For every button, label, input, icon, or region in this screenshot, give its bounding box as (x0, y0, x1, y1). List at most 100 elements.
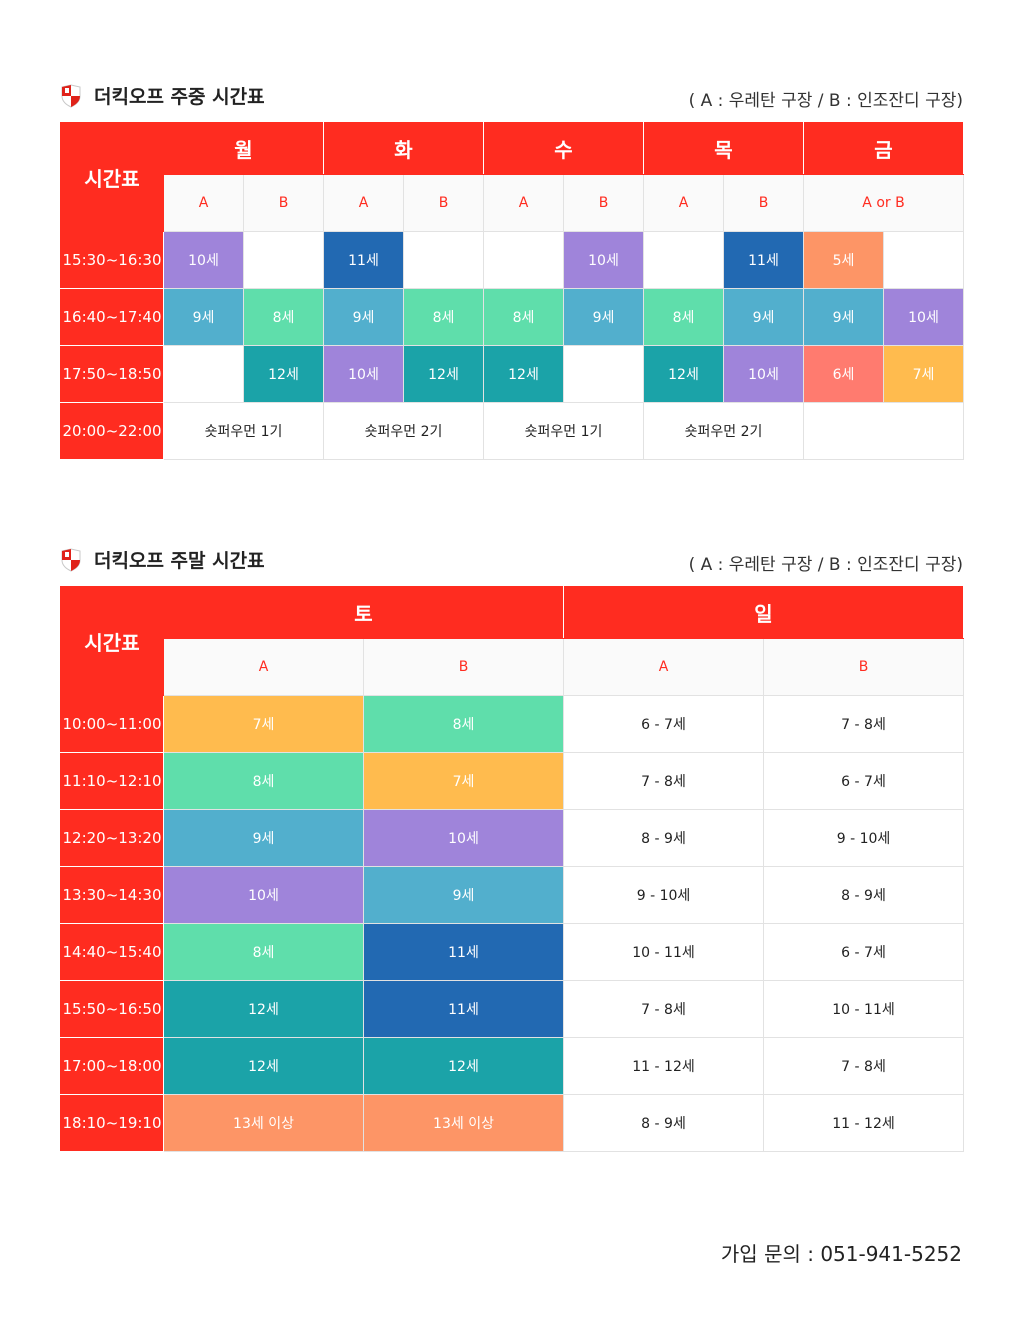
time-slot: 13:30~14:30 (60, 866, 164, 924)
class-cell: 11세 (363, 980, 564, 1038)
weekend-timetable: 시간표 토 일 A B A B 10:00~11:00 7세 8세 6 - 7세… (60, 586, 964, 1152)
field-sub-header: B (563, 174, 644, 232)
empty-cell (883, 231, 964, 289)
class-cell: 7세 (163, 695, 364, 753)
weekend-title-text: 더킥오프 주말 시간표 (94, 550, 265, 572)
time-slot: 15:50~16:50 (60, 980, 164, 1038)
time-slot: 17:50~18:50 (60, 345, 164, 403)
class-cell: 11 - 12세 (763, 1094, 964, 1152)
table-row: 17:50~18:50 12세 10세 12세 12세 12세 10세 6세 7… (60, 345, 964, 403)
day-header-sun: 일 (563, 586, 964, 639)
class-cell: 10 - 11세 (563, 923, 764, 981)
class-cell: 7세 (363, 752, 564, 810)
table-row: 13:30~14:30 10세 9세 9 - 10세 8 - 9세 (60, 866, 964, 924)
class-cell: 8세 (403, 288, 484, 346)
class-cell: 8세 (163, 923, 364, 981)
class-cell: 9세 (363, 866, 564, 924)
corner-header: 시간표 (60, 586, 164, 696)
class-cell: 9세 (163, 809, 364, 867)
class-cell: 7 - 8세 (563, 752, 764, 810)
day-header-mon: 월 (163, 122, 324, 175)
program-cell: 숏퍼우먼 1기 (483, 402, 644, 460)
class-cell: 9 - 10세 (763, 809, 964, 867)
class-cell: 10세 (363, 809, 564, 867)
table-row: 11:10~12:10 8세 7세 7 - 8세 6 - 7세 (60, 752, 964, 810)
time-slot: 11:10~12:10 (60, 752, 164, 810)
class-cell: 5세 (803, 231, 884, 289)
class-cell: 9세 (563, 288, 644, 346)
program-cell: 숏퍼우먼 1기 (163, 402, 324, 460)
class-cell: 8세 (163, 752, 364, 810)
class-cell: 6 - 7세 (763, 923, 964, 981)
class-cell: 8세 (483, 288, 564, 346)
class-cell: 10 - 11세 (763, 980, 964, 1038)
empty-cell (163, 345, 244, 403)
day-header-thu: 목 (643, 122, 804, 175)
field-sub-header: A (163, 638, 364, 696)
class-cell: 8 - 9세 (763, 866, 964, 924)
table-row: 15:30~16:30 10세 11세 10세 11세 5세 (60, 231, 964, 289)
time-slot: 20:00~22:00 (60, 402, 164, 460)
weekday-title-text: 더킥오프 주중 시간표 (94, 86, 265, 108)
empty-cell (643, 231, 724, 289)
class-cell: 11 - 12세 (563, 1037, 764, 1095)
shield-icon (60, 547, 82, 572)
table-row: 10:00~11:00 7세 8세 6 - 7세 7 - 8세 (60, 695, 964, 753)
class-cell: 9세 (723, 288, 804, 346)
field-sub-header: A (323, 174, 404, 232)
table-row: 12:20~13:20 9세 10세 8 - 9세 9 - 10세 (60, 809, 964, 867)
weekday-section-header: 더킥오프 주중 시간표 ( A : 우레탄 구장 / B : 인조잔디 구장) (60, 82, 963, 112)
class-cell: 10세 (323, 345, 404, 403)
table-row: 16:40~17:40 9세 8세 9세 8세 8세 9세 8세 9세 9세 1… (60, 288, 964, 346)
time-slot: 15:30~16:30 (60, 231, 164, 289)
program-cell: 숏퍼우먼 2기 (323, 402, 484, 460)
class-cell: 12세 (243, 345, 324, 403)
class-cell: 6 - 7세 (763, 752, 964, 810)
field-sub-header: A or B (803, 174, 964, 232)
time-slot: 17:00~18:00 (60, 1037, 164, 1095)
empty-cell (563, 345, 644, 403)
class-cell: 10세 (723, 345, 804, 403)
field-sub-header: B (763, 638, 964, 696)
class-cell: 7세 (883, 345, 964, 403)
class-cell: 8세 (643, 288, 724, 346)
class-cell: 12세 (363, 1037, 564, 1095)
time-slot: 18:10~19:10 (60, 1094, 164, 1152)
class-cell: 10세 (163, 231, 244, 289)
contact-info: 가입 문의 : 051-941-5252 (720, 1242, 962, 1266)
table-row: 15:50~16:50 12세 11세 7 - 8세 10 - 11세 (60, 980, 964, 1038)
time-slot: 14:40~15:40 (60, 923, 164, 981)
field-sub-header: B (723, 174, 804, 232)
class-cell: 8세 (243, 288, 324, 346)
table-row: 14:40~15:40 8세 11세 10 - 11세 6 - 7세 (60, 923, 964, 981)
class-cell: 10세 (563, 231, 644, 289)
field-sub-header: B (363, 638, 564, 696)
field-sub-header: A (483, 174, 564, 232)
time-slot: 12:20~13:20 (60, 809, 164, 867)
day-header-wed: 수 (483, 122, 644, 175)
class-cell: 8 - 9세 (563, 809, 764, 867)
field-sub-header: B (243, 174, 324, 232)
class-cell: 9세 (323, 288, 404, 346)
class-cell: 8세 (363, 695, 564, 753)
class-cell: 9세 (163, 288, 244, 346)
class-cell: 7 - 8세 (763, 1037, 964, 1095)
field-sub-header: A (163, 174, 244, 232)
class-cell: 6 - 7세 (563, 695, 764, 753)
table-row: 20:00~22:00 숏퍼우먼 1기 숏퍼우먼 2기 숏퍼우먼 1기 숏퍼우먼… (60, 402, 964, 460)
weekday-timetable: 시간표 월 화 수 목 금 A B A B A B A B A or B 15:… (60, 122, 964, 460)
class-cell: 7 - 8세 (563, 980, 764, 1038)
corner-header: 시간표 (60, 122, 164, 232)
class-cell: 12세 (643, 345, 724, 403)
class-cell: 13세 이상 (363, 1094, 564, 1152)
empty-cell (483, 231, 564, 289)
class-cell: 12세 (163, 1037, 364, 1095)
class-cell: 8 - 9세 (563, 1094, 764, 1152)
day-header-fri: 금 (803, 122, 964, 175)
class-cell: 9 - 10세 (563, 866, 764, 924)
time-slot: 10:00~11:00 (60, 695, 164, 753)
table-row: 17:00~18:00 12세 12세 11 - 12세 7 - 8세 (60, 1037, 964, 1095)
empty-cell (243, 231, 324, 289)
field-sub-header: A (563, 638, 764, 696)
empty-cell (403, 231, 484, 289)
